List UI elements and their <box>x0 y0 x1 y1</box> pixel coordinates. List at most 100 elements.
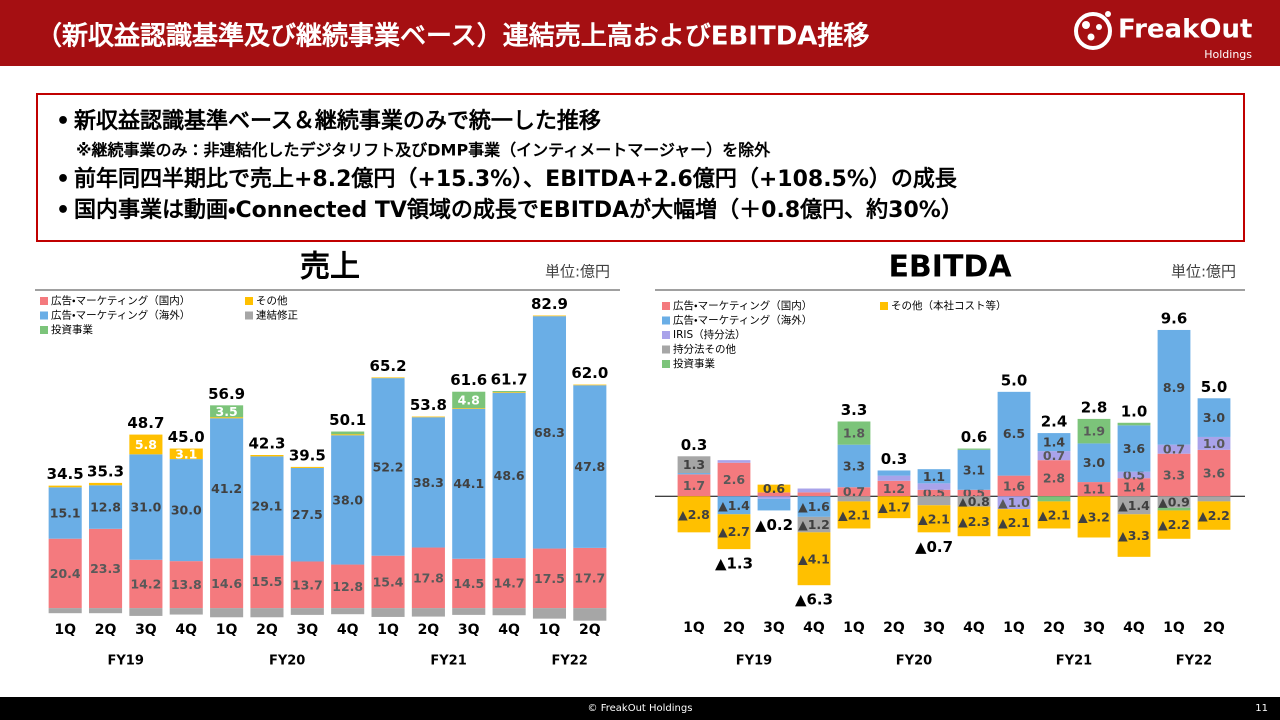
segment-label: 13.7 <box>292 577 323 592</box>
total-label: 53.8 <box>410 396 447 414</box>
bar-segment <box>1117 478 1151 497</box>
total-label: 0.6 <box>961 428 988 446</box>
logo-text: FreakOut <box>1118 15 1252 45</box>
bar-segment <box>797 488 831 493</box>
bar-segment <box>1157 453 1191 497</box>
bar-segment <box>492 392 526 393</box>
bar-segment <box>1037 433 1071 452</box>
segment-label: 0.6 <box>763 481 785 496</box>
bar-segment <box>877 475 911 481</box>
bar-segment <box>452 408 486 559</box>
bar-segment <box>210 417 244 419</box>
segment-label: ▲2.2 <box>1158 517 1190 532</box>
x-tick-label: 2Q <box>579 622 601 638</box>
legend-label: その他（本社コスト等） <box>891 299 1007 312</box>
x-tick-label: 4Q <box>175 622 197 638</box>
summary-box <box>36 93 1245 242</box>
segment-label: 52.2 <box>373 459 404 474</box>
bar-segment <box>997 391 1031 476</box>
legend-label: 広告・マーケティング（国内） <box>51 294 190 307</box>
segment-label: 27.5 <box>292 507 323 522</box>
total-label: 1.0 <box>1121 402 1148 420</box>
segment-label: ▲1.4 <box>1118 498 1150 513</box>
segment-label: 47.8 <box>574 459 605 474</box>
bar-segment <box>371 555 405 609</box>
summary-point: 前年同四半期比で売上+8.2億円（+15.3%）、EBITDA+2.6億円（+1… <box>74 166 958 192</box>
segment-label: 2.6 <box>723 472 745 487</box>
segment-label: 44.1 <box>453 476 484 491</box>
x-tick-label: 1Q <box>1163 620 1185 636</box>
x-tick-label: 3Q <box>923 620 945 636</box>
bar-segment <box>411 547 445 609</box>
bar-segment <box>917 483 951 490</box>
x-tick-label: 3Q <box>296 622 318 638</box>
segment-label: 13.8 <box>171 577 202 592</box>
x-tick-label: 1Q <box>216 622 238 638</box>
segment-label: 14.5 <box>453 576 484 591</box>
bar-segment <box>210 405 244 418</box>
legend-swatch <box>662 360 670 368</box>
bar-segment <box>677 456 711 474</box>
bar-segment <box>290 466 324 468</box>
segment-label: ▲1.4 <box>718 498 750 513</box>
total-label: 56.9 <box>208 385 245 403</box>
bar-segment <box>452 391 486 409</box>
bar-segment <box>917 496 951 506</box>
bar-segment <box>1037 451 1071 461</box>
x-tick-label: 1Q <box>1003 620 1025 636</box>
bar-segment <box>492 392 526 559</box>
bar-segment <box>331 434 365 436</box>
x-tick-label: 2Q <box>95 622 117 638</box>
total-label: 61.6 <box>450 371 487 389</box>
slide-title: （新収益認識基準及び継続事業ベース）連結売上高およびEBITDA推移 <box>36 21 869 52</box>
copyright: © FreakOut Holdings <box>588 703 693 714</box>
legend-label: 広告・マーケティング（国内） <box>673 299 812 312</box>
bar-segment <box>129 559 163 609</box>
x-tick-label: 4Q <box>337 622 359 638</box>
bar-segment <box>1157 510 1191 539</box>
legend-swatch <box>40 311 48 320</box>
bar-segment <box>210 418 244 559</box>
bullet: • <box>56 198 70 223</box>
bar-segment <box>532 608 567 619</box>
unit-label: 単位:億円 <box>1171 263 1236 281</box>
bar-segment <box>797 532 831 586</box>
bullet: • <box>56 109 70 134</box>
segment-label: 1.1 <box>923 469 945 484</box>
bar-segment <box>717 496 751 515</box>
bar-segment <box>331 564 365 609</box>
bar-segment <box>757 484 791 493</box>
bar-segment <box>717 514 751 550</box>
segment-label: 3.6 <box>1123 441 1145 456</box>
x-tick-label: 3Q <box>763 620 785 636</box>
legend-label: 投資事業 <box>673 357 715 370</box>
bar-segment <box>573 384 607 386</box>
bar-segment <box>1037 496 1071 502</box>
segment-label: ▲2.3 <box>958 514 990 529</box>
total-label: ▲6.3 <box>795 591 833 609</box>
total-label: 35.3 <box>87 462 124 480</box>
bar-segment <box>371 608 405 617</box>
bar-segment <box>129 608 163 616</box>
bar-segment <box>717 462 751 497</box>
bar-segment <box>877 496 911 519</box>
legend-swatch <box>40 297 48 305</box>
segment-label: 0.7 <box>843 484 865 499</box>
bar-segment <box>877 480 911 497</box>
legend-label: 広告・マーケティング（海外） <box>51 309 190 322</box>
unit-label: 単位:億円 <box>545 263 610 281</box>
bar-segment <box>1197 398 1231 437</box>
segment-label: 0.7 <box>1163 442 1185 457</box>
total-label: 82.9 <box>531 295 568 313</box>
segment-label: 1.4 <box>1123 480 1145 495</box>
bar-segment <box>331 431 365 435</box>
summary-point: 国内事業は動画・Connected TV領域の成長でEBITDAが大幅増（＋0.… <box>74 197 963 223</box>
bar-segment <box>48 608 82 614</box>
x-tick-label: 2Q <box>883 620 905 636</box>
bar-segment <box>290 608 324 615</box>
total-label: 0.3 <box>681 436 708 454</box>
segment-label: 1.1 <box>1083 482 1105 497</box>
segment-label: 48.6 <box>494 468 525 483</box>
bar-segment <box>1117 422 1151 426</box>
